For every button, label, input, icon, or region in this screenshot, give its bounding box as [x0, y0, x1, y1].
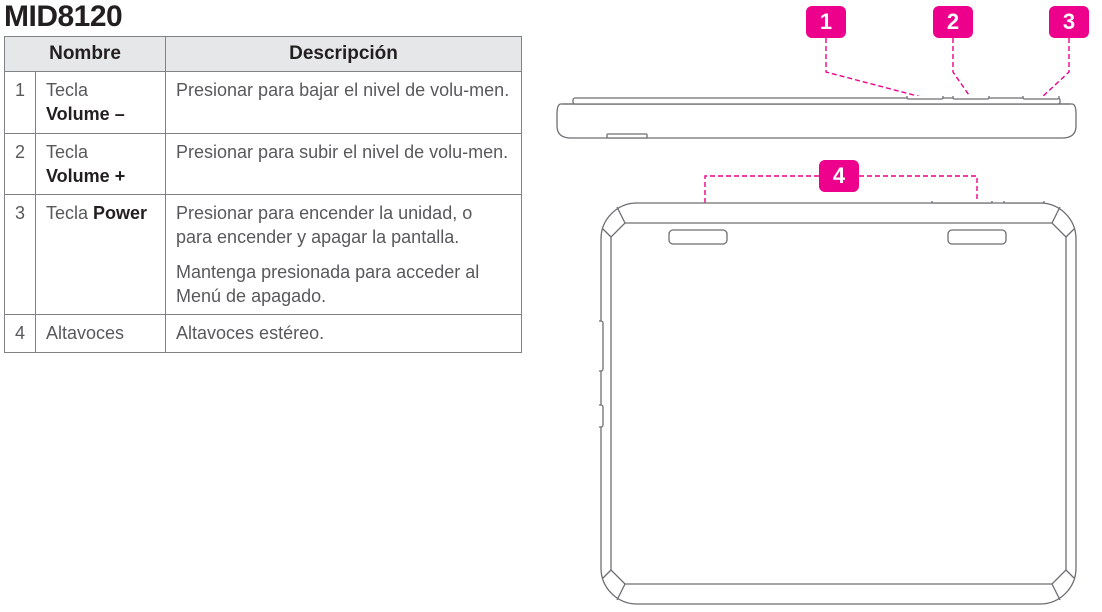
row-name: Tecla Power — [36, 195, 166, 315]
table-row: 4 Altavoces Altavoces estéreo. — [5, 315, 522, 352]
row-num: 4 — [5, 315, 36, 352]
callout-1: 1 — [806, 6, 846, 38]
row-desc: Presionar para subir el nivel de volu-me… — [166, 133, 522, 195]
page-title: MID8120 — [0, 0, 530, 34]
parts-table: Nombre Descripción 1 Tecla Volume – Pres… — [4, 36, 522, 353]
row-name: Tecla Volume – — [36, 72, 166, 134]
col-header-name: Nombre — [5, 37, 166, 72]
table-row: 3 Tecla Power Presionar para encender la… — [5, 195, 522, 315]
table-row: 2 Tecla Volume + Presionar para subir el… — [5, 133, 522, 195]
row-name: Tecla Volume + — [36, 133, 166, 195]
row-name: Altavoces — [36, 315, 166, 352]
row-num: 2 — [5, 133, 36, 195]
row-num: 3 — [5, 195, 36, 315]
row-num: 1 — [5, 72, 36, 134]
callout-4: 4 — [819, 160, 859, 192]
col-header-desc: Descripción — [166, 37, 522, 72]
row-desc: Altavoces estéreo. — [166, 315, 522, 352]
device-edge-view — [555, 96, 1078, 142]
table-row: 1 Tecla Volume – Presionar para bajar el… — [5, 72, 522, 134]
callout-3: 3 — [1049, 6, 1089, 38]
row-desc: Presionar para bajar el nivel de volu-me… — [166, 72, 522, 134]
device-back-view — [599, 201, 1078, 606]
callout-2: 2 — [933, 6, 973, 38]
row-desc: Presionar para encender la unidad, o par… — [166, 195, 522, 315]
